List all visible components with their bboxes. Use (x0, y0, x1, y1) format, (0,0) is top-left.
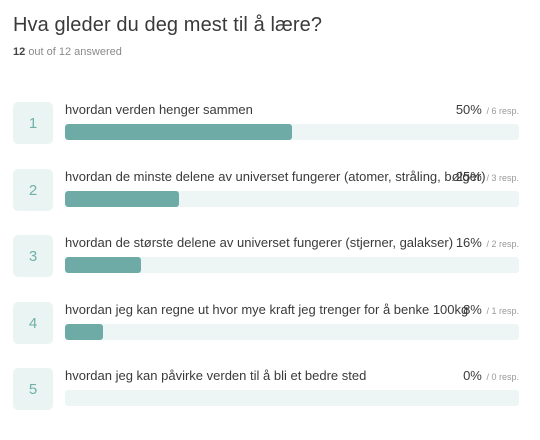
option-stat: 50% / 6 resp. (456, 102, 519, 117)
option-responses: / 3 resp. (486, 173, 519, 183)
option-row: 4 hvordan jeg kan regne ut hvor mye kraf… (13, 302, 521, 344)
option-responses: / 0 resp. (486, 372, 519, 382)
progress-track (65, 191, 519, 207)
progress-fill (65, 124, 292, 140)
option-number: 2 (13, 169, 53, 211)
option-row: 1 hvordan verden henger sammen 50% / 6 r… (13, 102, 521, 144)
option-stat: 8% / 1 resp. (463, 302, 519, 317)
answered-count: 12 (13, 46, 26, 58)
option-percent: 8% (463, 302, 482, 317)
progress-track (65, 124, 519, 140)
option-label: hvordan de største delene av universet f… (65, 235, 454, 250)
answered-suffix: out of 12 answered (28, 46, 122, 58)
progress-fill (65, 324, 103, 340)
option-number: 3 (13, 235, 53, 277)
option-stat: 25% / 3 resp. (456, 169, 519, 184)
option-responses: / 2 resp. (486, 239, 519, 249)
option-label: hvordan jeg kan påvirke verden til å bli… (65, 368, 367, 383)
option-responses: / 6 resp. (486, 106, 519, 116)
option-number: 5 (13, 368, 53, 410)
progress-fill (65, 191, 179, 207)
option-percent: 16% (455, 235, 482, 250)
question-title: Hva gleder du deg mest til å lære? (13, 14, 323, 36)
option-label: hvordan verden henger sammen (65, 102, 253, 117)
option-label: hvordan de minste delene av universet fu… (65, 169, 486, 184)
progress-track (65, 324, 519, 340)
option-row: 5 hvordan jeg kan påvirke verden til å b… (13, 368, 521, 410)
option-stat: 16% / 2 resp. (456, 235, 519, 250)
option-number: 4 (13, 302, 53, 344)
option-label: hvordan jeg kan regne ut hvor mye kraft … (65, 302, 469, 317)
option-stat: 0% / 0 resp. (463, 368, 519, 383)
option-percent: 50% (455, 102, 482, 117)
option-number: 1 (13, 102, 53, 144)
progress-fill (65, 257, 141, 273)
option-percent: 0% (463, 368, 482, 383)
option-row: 2 hvordan de minste delene av universet … (13, 169, 521, 211)
option-responses: / 1 resp. (486, 306, 519, 316)
answered-summary: 12 out of 12 answered (13, 46, 122, 58)
option-percent: 25% (455, 169, 482, 184)
option-row: 3 hvordan de største delene av universet… (13, 235, 521, 277)
progress-track (65, 257, 519, 273)
progress-track (65, 390, 519, 406)
